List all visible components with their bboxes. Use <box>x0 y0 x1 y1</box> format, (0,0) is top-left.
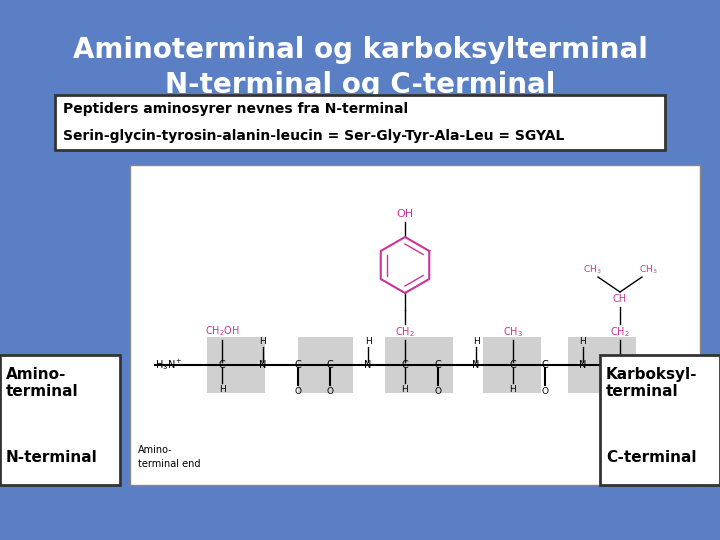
Bar <box>385 337 453 393</box>
Text: Peptiders aminosyrer nevnes fra N-terminal: Peptiders aminosyrer nevnes fra N-termin… <box>63 102 408 116</box>
Text: N: N <box>364 360 372 370</box>
Text: CH: CH <box>613 294 627 304</box>
Bar <box>207 337 265 393</box>
Text: C: C <box>327 360 333 370</box>
Text: O: O <box>294 388 302 396</box>
Text: $\mathregular{H_3N}^+$: $\mathregular{H_3N}^+$ <box>155 357 183 373</box>
Text: $\mathregular{CH_2OH}$: $\mathregular{CH_2OH}$ <box>204 324 240 338</box>
Text: N: N <box>580 360 587 370</box>
Text: O: O <box>326 388 333 396</box>
Text: N-terminal og C-terminal: N-terminal og C-terminal <box>165 71 555 99</box>
Text: C: C <box>616 360 624 370</box>
Text: Amino-
terminal end: Amino- terminal end <box>138 446 200 469</box>
Text: $\mathregular{CH_2}$: $\mathregular{CH_2}$ <box>610 325 630 339</box>
Bar <box>298 337 353 393</box>
Text: Carboxyl-
terminal end: Carboxyl- terminal end <box>629 446 692 469</box>
Text: $\mathregular{CH_3}$: $\mathregular{CH_3}$ <box>582 264 601 276</box>
Text: C: C <box>435 360 441 370</box>
Text: N: N <box>472 360 480 370</box>
Text: H: H <box>219 386 225 395</box>
Text: C: C <box>541 360 549 370</box>
Text: Aminoterminal og karboksylterminal: Aminoterminal og karboksylterminal <box>73 36 647 64</box>
Text: O: O <box>541 388 549 396</box>
Text: C: C <box>219 360 225 370</box>
Text: $\mathregular{CH_3}$: $\mathregular{CH_3}$ <box>639 264 657 276</box>
Text: H: H <box>364 336 372 346</box>
Text: $\mathregular{CH_3}$: $\mathregular{CH_3}$ <box>503 325 523 339</box>
Bar <box>0 355 120 485</box>
Text: H: H <box>402 386 408 395</box>
Text: $\mathregular{COO^-}$: $\mathregular{COO^-}$ <box>644 359 675 371</box>
Text: Karboksyl-
terminal: Karboksyl- terminal <box>606 367 698 400</box>
Text: H: H <box>260 336 266 346</box>
Bar <box>483 337 541 393</box>
Bar <box>600 355 720 485</box>
Text: $\mathregular{CH_2}$: $\mathregular{CH_2}$ <box>395 325 415 339</box>
Text: N-terminal: N-terminal <box>6 449 98 464</box>
Text: N: N <box>259 360 266 370</box>
Bar <box>568 337 636 393</box>
Text: C: C <box>294 360 302 370</box>
Bar <box>55 95 665 150</box>
Bar <box>130 165 700 485</box>
Text: Serin-glycin-tyrosin-alanin-leucin = Ser-Gly-Tyr-Ala-Leu = SGYAL: Serin-glycin-tyrosin-alanin-leucin = Ser… <box>63 129 564 143</box>
Text: H: H <box>616 386 624 395</box>
Text: Amino-
terminal: Amino- terminal <box>6 367 78 400</box>
Text: C-terminal: C-terminal <box>606 449 696 464</box>
Text: H: H <box>510 386 516 395</box>
Text: OH: OH <box>397 209 413 219</box>
Text: C: C <box>510 360 516 370</box>
Text: H: H <box>472 336 480 346</box>
Text: C: C <box>402 360 408 370</box>
Text: H: H <box>580 336 586 346</box>
Text: O: O <box>434 388 441 396</box>
